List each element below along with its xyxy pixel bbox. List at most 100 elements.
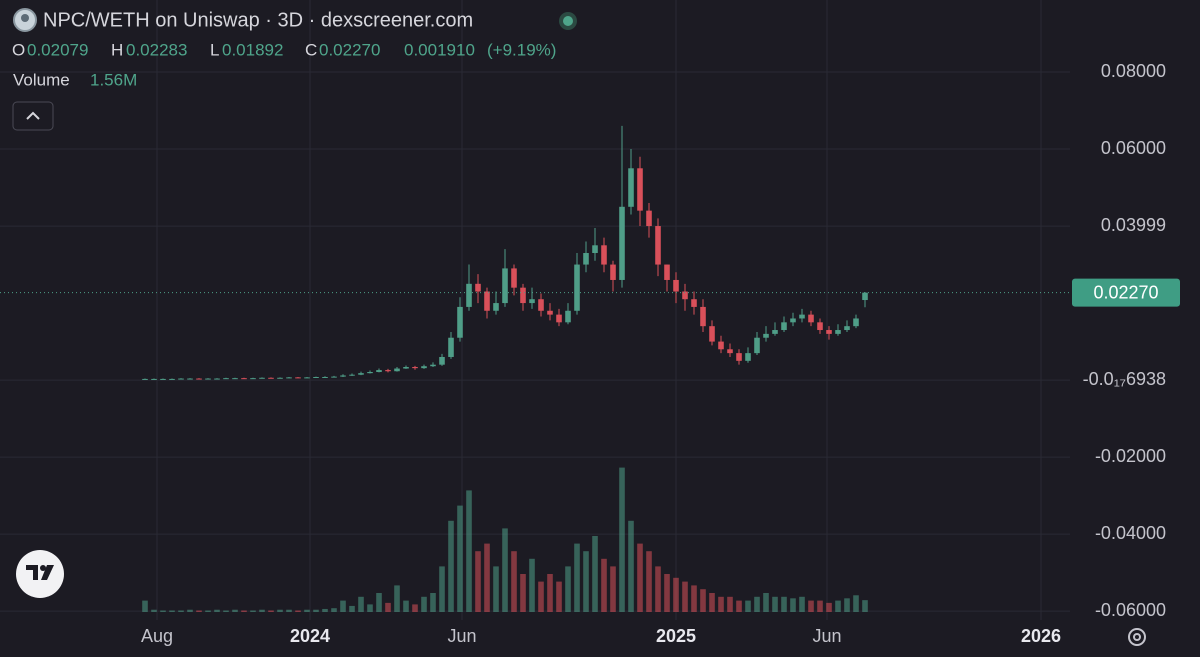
low-label: L: [210, 40, 219, 59]
candle-body: [565, 310, 571, 323]
candle-body: [241, 378, 247, 380]
volume-bar: [817, 600, 823, 612]
volume-bar: [808, 600, 814, 612]
volume-bar: [565, 566, 571, 612]
collapse-button[interactable]: [12, 101, 54, 131]
logo-mark-3: [41, 565, 54, 580]
candle-body: [151, 378, 157, 380]
candle-body: [511, 268, 517, 288]
volume-bar: [673, 577, 679, 612]
last-price-box: [1072, 278, 1180, 307]
volume-bar: [511, 551, 517, 612]
y-tick-label: -0.06000: [1095, 600, 1166, 620]
y-tick-label: -0.02000: [1095, 446, 1166, 466]
candle-body: [430, 364, 436, 367]
candle-body: [160, 378, 166, 380]
volume-bar: [592, 536, 598, 612]
tradingview-logo[interactable]: [16, 550, 64, 598]
candle-body: [808, 314, 814, 323]
volume-bar: [538, 581, 544, 612]
collapse-icon: [26, 111, 40, 120]
volume-bar: [223, 610, 229, 612]
candle-body: [718, 341, 724, 350]
volume-bar: [745, 600, 751, 612]
token-icon-face: [21, 14, 29, 22]
candle-body: [304, 377, 310, 379]
volume-bar: [439, 566, 445, 612]
candle-body: [547, 310, 553, 315]
candle-body: [142, 378, 148, 380]
candle-body: [367, 372, 373, 374]
price-pane: [142, 125, 868, 380]
volume-bar: [835, 600, 841, 612]
candle-body: [673, 279, 679, 292]
candle-body: [421, 366, 427, 369]
y-tick-label: 0.08000: [1101, 61, 1166, 81]
logo-mark-2: [40, 565, 46, 571]
volume-bar: [601, 558, 607, 612]
volume-bar: [358, 596, 364, 612]
candle-body: [556, 314, 562, 323]
candle-body: [412, 366, 418, 369]
volume-bar: [457, 505, 463, 612]
volume-bar: [862, 600, 868, 612]
candle-body: [754, 337, 760, 354]
volume-bar: [322, 608, 328, 612]
low-value: 0.01892: [222, 40, 283, 59]
collapse-button-box[interactable]: [12, 101, 54, 131]
candle-body: [637, 168, 643, 211]
volume-bar: [385, 602, 391, 612]
volume-bar: [619, 467, 625, 612]
candle-body: [817, 322, 823, 331]
volume-bar: [304, 609, 310, 612]
candle-body: [610, 264, 616, 280]
volume-bar: [421, 596, 427, 612]
volume-bar: [520, 574, 526, 612]
candle-body: [169, 378, 175, 380]
volume-bar: [691, 585, 697, 612]
candle-body: [862, 292, 868, 301]
candle-body: [727, 349, 733, 354]
candle-body: [376, 370, 382, 372]
x-tick-label: Aug: [141, 626, 173, 646]
candle-body: [592, 245, 598, 254]
candle-body: [790, 318, 796, 323]
volume-bar: [340, 600, 346, 612]
candle-body: [322, 377, 328, 379]
candle-body: [295, 377, 301, 379]
candle-body: [448, 337, 454, 357]
axes: Aug 2024 Jun 2025 Jun 2026 0.08000 0.06000 0.039…: [0, 61, 1180, 646]
grid: [0, 0, 1070, 620]
candle-body: [574, 264, 580, 311]
x-tick-label: 2025: [656, 626, 696, 646]
candle-body: [664, 264, 670, 280]
volume-bar: [529, 558, 535, 612]
candle-body: [619, 206, 625, 280]
candle-body: [763, 333, 769, 338]
volume-bar: [313, 609, 319, 612]
logo-circle[interactable]: [16, 550, 64, 598]
volume-bar: [583, 551, 589, 612]
x-tick-label: Jun: [812, 626, 841, 646]
candle-body: [349, 374, 355, 376]
candle-body: [691, 299, 697, 307]
volume-bar: [754, 596, 760, 612]
volume-bar: [502, 528, 508, 612]
y-tick-label: -0.0₁₇6938: [1083, 369, 1166, 389]
high-value: 0.02283: [126, 40, 187, 59]
volume-bar: [700, 589, 706, 612]
volume-bar: [142, 600, 148, 612]
volume-bar: [466, 490, 472, 612]
settings-icon-center: [1133, 633, 1141, 641]
volume-bar: [610, 566, 616, 612]
candle-body: [178, 378, 184, 380]
settings-button[interactable]: [1128, 628, 1146, 646]
settings-icon[interactable]: [1128, 628, 1146, 646]
open-value: 0.02079: [27, 40, 88, 59]
candle-body: [799, 314, 805, 319]
candle-body: [601, 245, 607, 265]
chart-title: NPC/WETH on Uniswap · 3D · dexscreener.c…: [43, 9, 473, 31]
candle-body: [484, 291, 490, 311]
volume-bar: [628, 520, 634, 612]
